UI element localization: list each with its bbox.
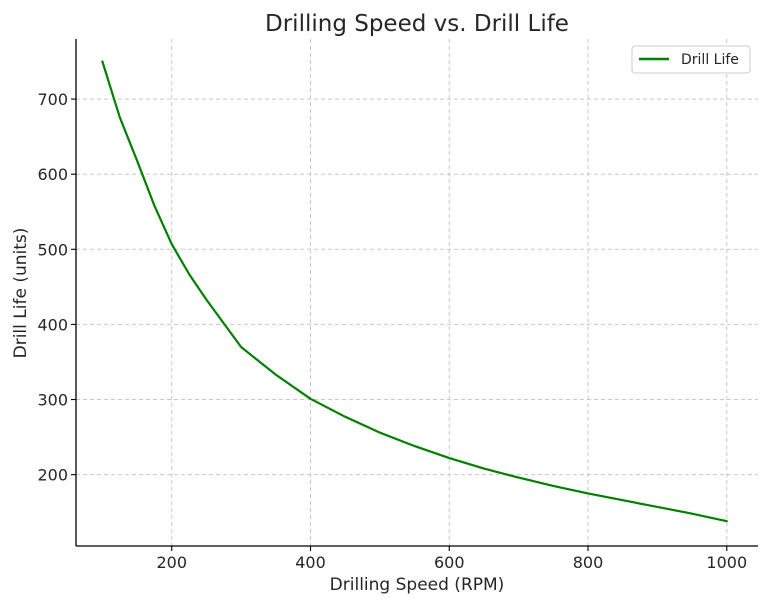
y-tick-label: 400 — [37, 315, 68, 334]
y-tick-label: 200 — [37, 466, 68, 485]
x-tick-label: 200 — [156, 553, 187, 572]
y-axis-label: Drill Life (units) — [11, 228, 31, 359]
chart-title: Drilling Speed vs. Drill Life — [265, 11, 569, 37]
x-tick-label: 800 — [573, 553, 604, 572]
legend: Drill Life — [631, 45, 751, 74]
series-layer — [101, 60, 728, 523]
y-tick-label: 600 — [37, 165, 68, 184]
x-tick-label: 1000 — [706, 553, 747, 572]
y-tick-label: 700 — [37, 90, 68, 109]
tick-labels: 200 400 600 800 1000 200 300 400 500 600 700 — [37, 90, 747, 572]
y-tick-label: 300 — [37, 391, 68, 410]
legend-label: Drill Life — [681, 52, 739, 68]
grid — [76, 39, 758, 546]
x-tick-label: 400 — [295, 553, 326, 572]
x-axis-label: Drilling Speed (RPM) — [330, 575, 505, 595]
series-line-drill-life — [101, 60, 728, 523]
y-tick-label: 500 — [37, 240, 68, 259]
legend-box — [631, 45, 751, 74]
x-tick-label: 600 — [434, 553, 465, 572]
axes — [71, 39, 758, 551]
